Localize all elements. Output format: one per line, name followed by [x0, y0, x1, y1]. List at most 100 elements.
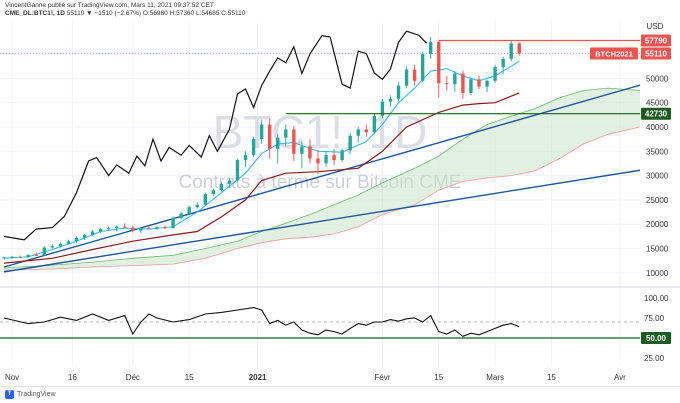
candle-body	[300, 146, 304, 154]
x-tick-label: Févr	[374, 373, 390, 382]
x-tick-label: Nov	[5, 373, 19, 382]
publisher-line: VincentGanne publié sur TradingView.com,…	[5, 2, 214, 9]
cloud-area	[4, 88, 640, 271]
symbol-name[interactable]: CME_DL:BTC1!, 1D	[5, 10, 65, 17]
candle-body	[2, 257, 6, 259]
candle-body	[90, 231, 95, 235]
candle-body	[276, 137, 280, 149]
candle-body	[163, 227, 167, 229]
candle-body	[356, 129, 360, 136]
candle-body	[123, 226, 127, 228]
brand-name: TradingView	[17, 391, 56, 398]
axes: USD5500050000450004000035000300002500020…	[5, 22, 669, 382]
candle-body	[308, 146, 312, 159]
candle-body	[292, 129, 296, 154]
candle-body	[171, 217, 175, 229]
candle-body	[372, 115, 377, 133]
candle-body	[10, 256, 14, 258]
candle-body	[501, 58, 505, 68]
candle-body	[380, 101, 385, 116]
tradingview-icon: T	[5, 390, 14, 399]
candle-body	[420, 54, 425, 81]
symbol-badge-bg	[590, 47, 638, 60]
cloud-span-b	[3, 126, 641, 271]
ichimoku-cloud	[3, 87, 641, 271]
y-tick-label: 25000	[646, 196, 669, 205]
trendline	[3, 84, 641, 268]
candle-body	[203, 194, 207, 205]
kijun-line	[3, 92, 520, 264]
candle-body	[34, 254, 38, 256]
footer: T TradingView	[0, 386, 680, 403]
candle-body	[340, 150, 344, 161]
candle-body	[235, 160, 240, 181]
osc-tick-label: 75.00	[644, 314, 665, 323]
x-tick-label: 2021	[249, 373, 267, 382]
candle-body	[404, 69, 409, 86]
osc-tick-label: 100.00	[644, 294, 669, 303]
grid	[0, 20, 680, 366]
candle-body	[74, 237, 79, 242]
tradingview-logo[interactable]: T TradingView	[5, 390, 56, 399]
candle-body	[18, 256, 22, 258]
price-label: 57790	[645, 36, 668, 45]
candle-body	[131, 227, 135, 231]
candle-body	[428, 41, 433, 55]
candle-body	[227, 180, 232, 184]
y-tick-label: 50000	[646, 74, 669, 83]
candle-body	[461, 73, 465, 93]
candle-body	[26, 254, 30, 258]
y-tick-label: 15000	[646, 245, 669, 254]
price-chart[interactable]: BTC1!, 1D Contrats à terme sur Bitcoin C…	[0, 0, 680, 386]
oscillator-line	[3, 307, 520, 338]
candle-body	[348, 135, 352, 151]
x-tick-label: 15	[185, 373, 194, 382]
x-tick-label: 16	[68, 373, 77, 382]
x-tick-label: Déc	[126, 373, 140, 382]
candle-body	[267, 124, 272, 149]
candle-body	[332, 155, 336, 161]
candle-body	[364, 129, 368, 133]
candle-body	[82, 234, 87, 238]
watermark-title: BTC1!, 1D	[213, 106, 428, 158]
ohlc-values: O:56980 H:57360 L:54685 C:55110	[142, 10, 246, 17]
candle-body	[66, 241, 71, 244]
candle-body	[106, 228, 111, 230]
x-tick-label: 15	[434, 373, 443, 382]
candle-body	[324, 155, 328, 164]
candle-body	[147, 228, 151, 230]
candle-body	[187, 207, 191, 214]
y-tick-label: 10000	[646, 269, 669, 278]
y-tick-label: 20000	[646, 220, 669, 229]
y-tick-label: 45000	[646, 99, 669, 108]
trendline	[3, 169, 641, 273]
candle-body	[42, 247, 46, 256]
osc-level-label-bg	[641, 332, 671, 344]
candle-body	[493, 67, 497, 81]
candle-body	[509, 43, 513, 59]
candle-body	[388, 98, 393, 102]
osc-level-label: 50.00	[646, 334, 667, 343]
indicator-lines	[3, 30, 641, 273]
price-change: 55110 ▼ −1510 (−2.67%)	[66, 10, 142, 17]
candle-body	[115, 226, 119, 229]
candle-body	[195, 204, 199, 208]
candle-body	[485, 80, 489, 87]
price-label: 55110	[645, 50, 667, 59]
candle-body	[211, 190, 216, 195]
price-label-bg	[641, 107, 671, 120]
price-labels: 57790 55110 42730 BTCH2021 50.00	[590, 34, 671, 344]
candle-body	[316, 158, 320, 164]
price-label-bg	[641, 47, 671, 60]
y-tick-label: 40000	[646, 123, 669, 132]
candle-body	[50, 246, 55, 248]
candle-body	[139, 228, 143, 231]
x-tick-label: 15	[547, 373, 556, 382]
candle-body	[284, 129, 288, 138]
candle-body	[437, 41, 441, 84]
symbol-badge: BTCH2021	[595, 50, 633, 59]
lagging-span	[3, 30, 428, 241]
candle-body	[396, 85, 401, 99]
cloud-span-a	[3, 87, 641, 269]
currency-label: USD	[647, 22, 664, 31]
